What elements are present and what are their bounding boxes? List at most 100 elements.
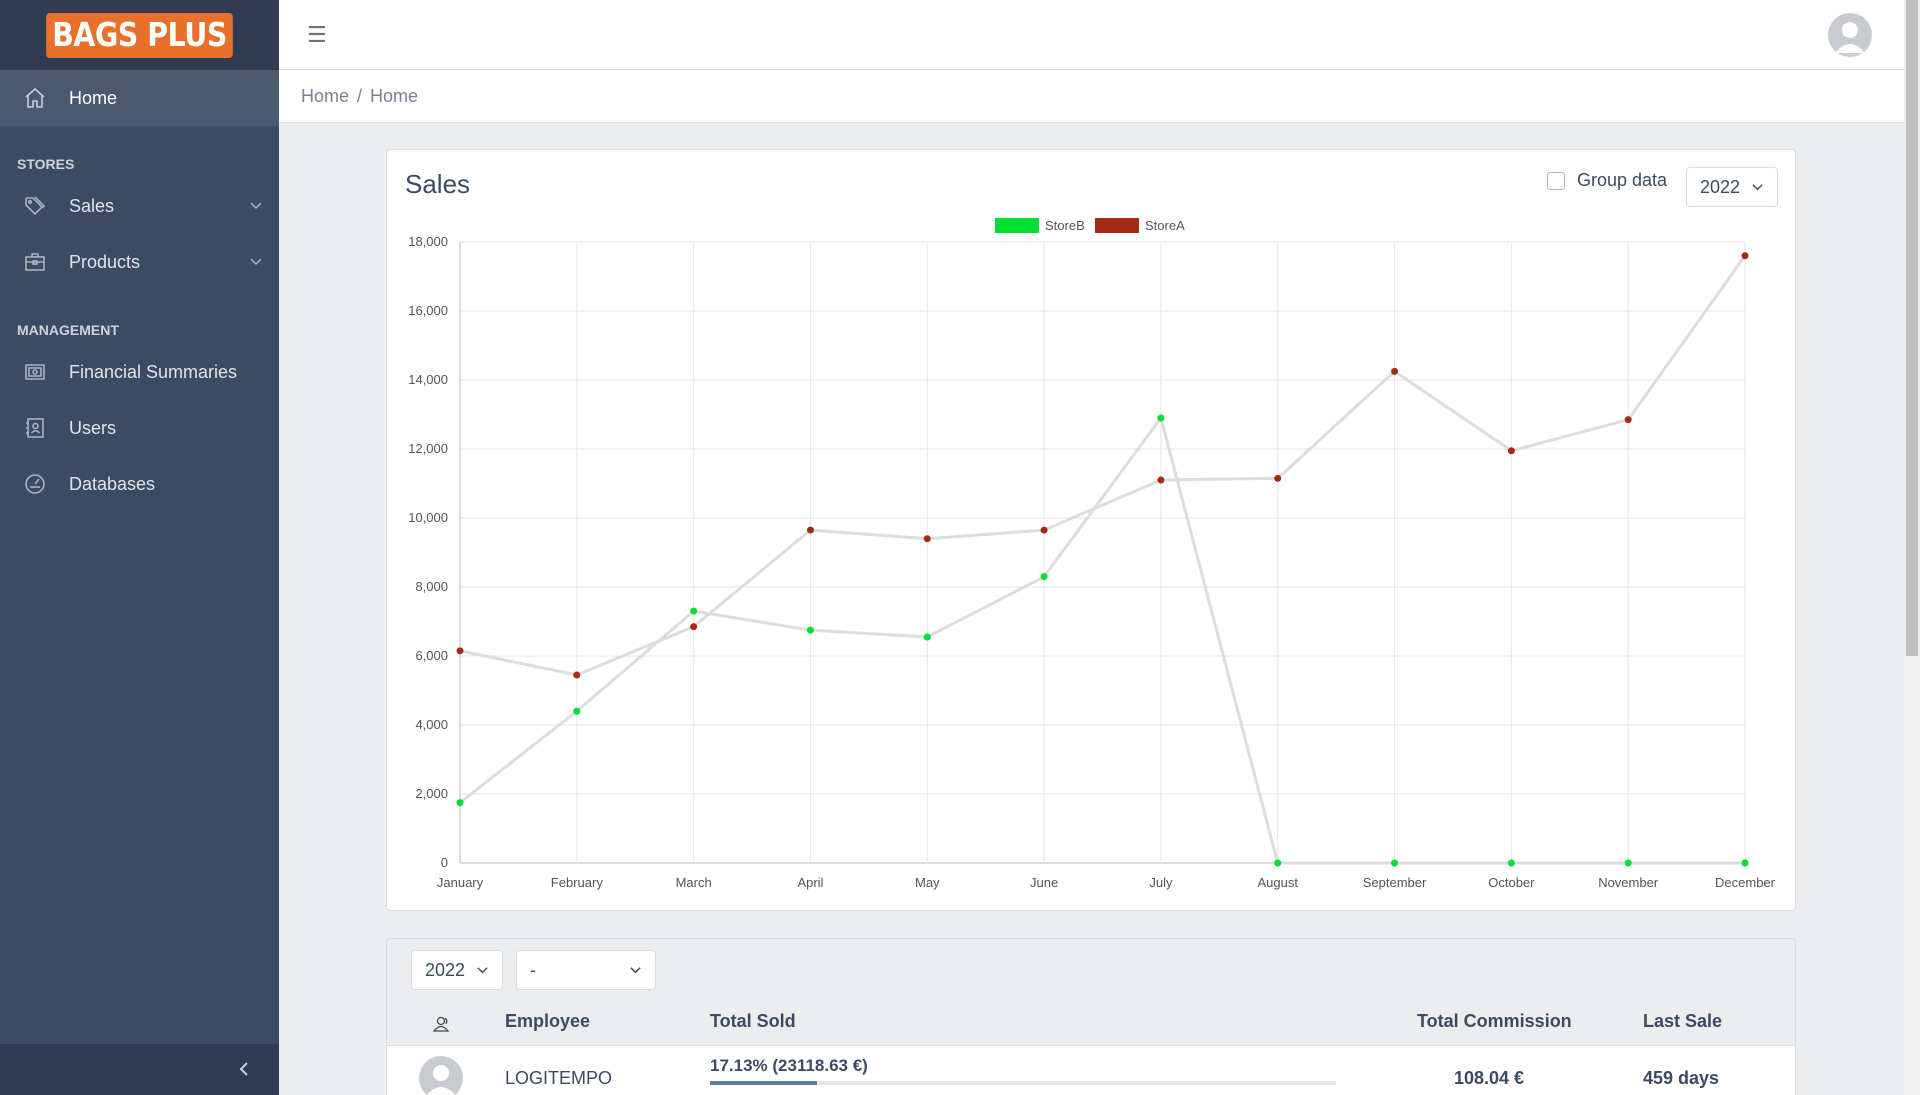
group-data-control[interactable]: Group data [1547,170,1667,191]
last-sale-value: 459 days [1643,1068,1720,1088]
x-tick-label: February [551,875,604,890]
legend-swatch-storeb [995,218,1039,233]
table-row[interactable]: LOGITEMPO 17.13% (23118.63 €) 108.04 € 4… [387,1045,1795,1095]
avatar [419,1056,463,1095]
sidebar-item-home[interactable]: Home [0,70,279,126]
column-header-total-commission[interactable]: Total Commission [1417,1011,1572,1031]
money-icon [22,359,48,385]
x-tick-label: August [1257,875,1298,890]
employees-table-card: 2022 - Employee Total Sold Total Commiss… [386,938,1796,1095]
data-point-storeb [1391,859,1399,867]
data-point-storea [573,671,581,679]
page-scrollbar[interactable] [1904,0,1920,1095]
data-point-storeb [1507,859,1515,867]
people-icon [432,1016,450,1032]
y-tick-label: 6,000 [415,648,448,663]
sidebar-item-financial-summaries[interactable]: Financial Summaries [0,344,279,400]
legend-swatch-storea [1095,218,1139,233]
chevron-down-icon [1752,184,1763,191]
contact-icon [22,415,48,441]
table-month-value: - [530,959,536,980]
column-header-total-sold[interactable]: Total Sold [710,1011,796,1031]
data-point-storeb [923,633,931,641]
legend-label-storeb: StoreB [1045,218,1085,233]
y-tick-label: 16,000 [408,303,448,318]
column-header-last-sale[interactable]: Last Sale [1643,1011,1723,1031]
data-point-storea [1507,447,1515,455]
table-month-select[interactable]: - [516,950,656,990]
breadcrumb-separator: / [357,86,363,106]
data-point-storeb [1624,859,1632,867]
sidebar-brand[interactable]: BAGS PLUS [0,0,279,70]
sidebar-minimize-button[interactable] [0,1044,279,1095]
subheader: Home / Home [279,70,1904,123]
sales-card: Sales Group data 2022 0 2,000 4,000 6,000 8,… [386,149,1796,911]
total-sold-progress [710,1081,1336,1085]
sidebar-item-label: Financial Summaries [69,361,238,382]
data-point-storea [923,535,931,543]
menu-toggle-icon[interactable]: ☰ [307,22,327,47]
briefcase-icon [22,249,48,275]
x-tick-label: July [1149,875,1173,890]
card-title: Sales [405,169,471,199]
sidebar-item-label: Databases [69,473,156,494]
total-commission-value: 108.04 € [1454,1068,1525,1088]
nav-title-stores: STORES [17,156,75,172]
year-select[interactable]: 2022 [1686,167,1778,207]
data-point-storeb [1157,414,1165,422]
breadcrumb-item-current: Home [370,86,419,106]
employee-name: LOGITEMPO [505,1068,613,1088]
x-tick-label: December [1715,875,1776,890]
nav-title-management: MANAGEMENT [17,322,119,338]
breadcrumb-item-home[interactable]: Home [301,86,350,106]
table-year-value: 2022 [425,959,466,980]
sidebar-item-label: Sales [69,195,115,216]
home-icon [22,85,48,111]
sidebar-item-users[interactable]: Users [0,400,279,456]
data-point-storea [1040,526,1048,534]
y-tick-label: 0 [441,855,448,870]
data-point-storea [690,623,698,631]
scrollbar-thumb[interactable] [1906,0,1918,656]
data-point-storea [1391,367,1399,375]
data-point-storeb [1274,859,1282,867]
data-point-storea [806,526,814,534]
user-avatar[interactable] [1828,13,1872,57]
brand-logo[interactable]: BAGS PLUS [46,12,233,58]
sidebar-item-sales[interactable]: Sales [0,178,279,234]
data-point-storeb [573,707,581,715]
chevron-down-icon [477,967,488,974]
data-point-storea [456,647,464,655]
sidebar: BAGS PLUS Home STORES Sales Products MAN… [0,0,279,1095]
y-tick-label: 14,000 [408,372,448,387]
sidebar-item-databases[interactable]: Databases [0,456,279,512]
y-tick-label: 4,000 [415,717,448,732]
data-point-storeb [456,799,464,807]
y-tick-label: 2,000 [415,786,448,801]
sidebar-item-label: Users [69,417,117,438]
x-tick-label: June [1030,875,1058,890]
data-point-storeb [690,607,698,615]
table-year-select[interactable]: 2022 [411,950,503,990]
sidebar-item-label: Products [69,251,141,272]
data-point-storea [1741,252,1749,260]
chevron-down-icon [250,202,262,210]
sidebar-item-products[interactable]: Products [0,234,279,290]
group-data-checkbox[interactable] [1547,171,1565,190]
x-tick-label: May [915,875,940,890]
sales-line-chart: 0 2,000 4,000 6,000 8,000 10,000 12,000 14,000 1… [408,218,1776,890]
chevron-left-icon [239,1062,248,1076]
y-tick-label: 12,000 [408,441,448,456]
x-tick-label: January [437,875,484,890]
total-sold-value: 17.13% (23118.63 €) [710,1056,868,1075]
column-header-employee[interactable]: Employee [505,1011,591,1031]
header: ☰ [279,0,1904,70]
year-select-value: 2022 [1700,176,1741,197]
data-point-storea [1624,416,1632,424]
data-point-storeb [1040,573,1048,581]
x-tick-label: September [1363,875,1427,890]
group-data-label: Group data [1577,170,1668,190]
data-point-storea [1157,476,1165,484]
y-tick-label: 10,000 [408,510,448,525]
data-point-storeb [806,626,814,634]
